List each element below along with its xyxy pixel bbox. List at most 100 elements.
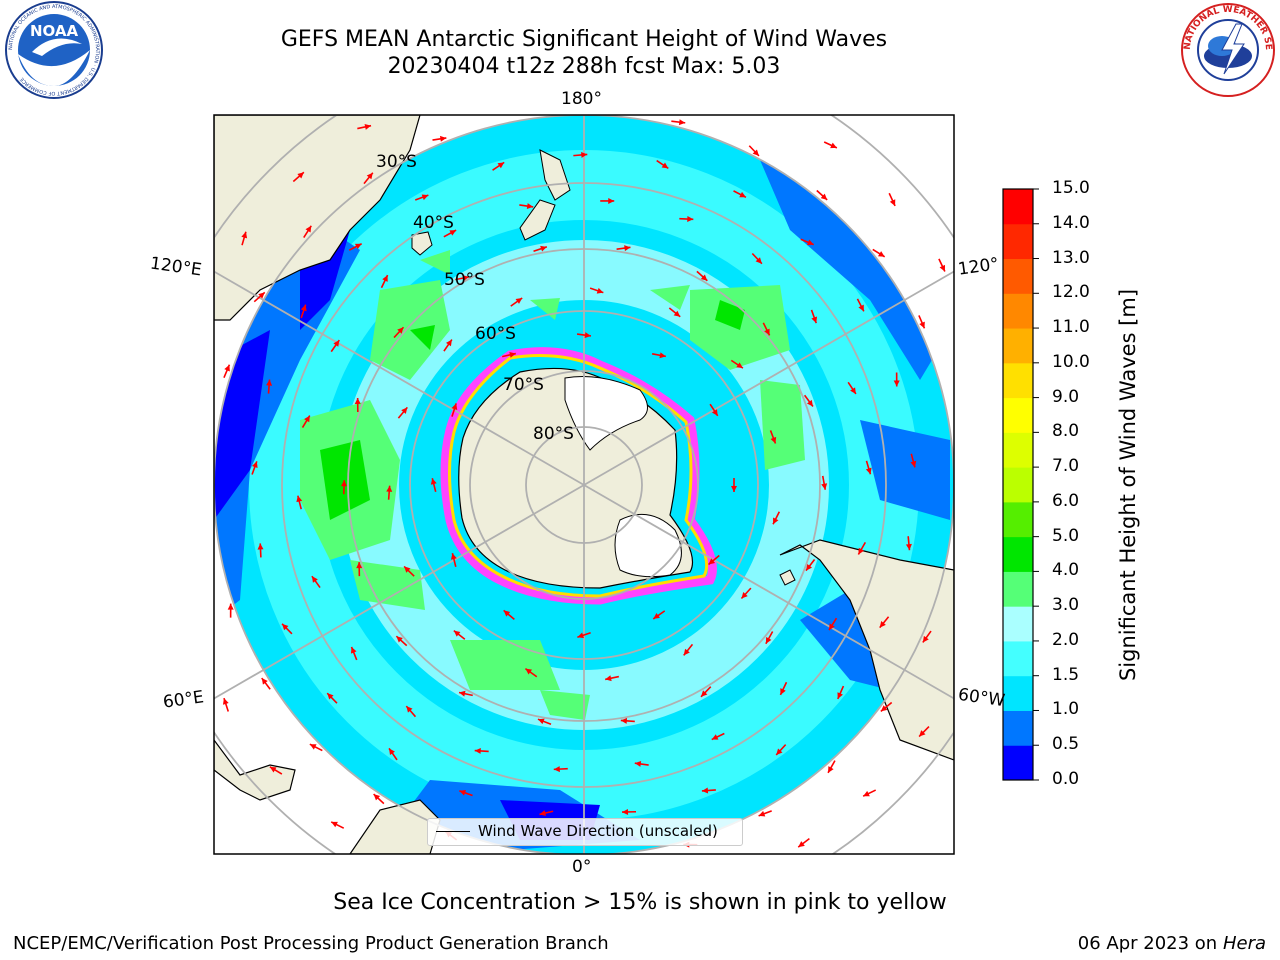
wave-arrow-head [497,162,505,169]
footer-machine: Hera [1222,933,1266,954]
wave-arrow-head [880,705,888,712]
wave-arrow-head [354,243,362,250]
wave-arrow-head [327,693,334,700]
wave-arrow-head [863,790,870,797]
wave-arrow-head [300,304,307,312]
wave-arrow-head [837,692,843,699]
wave-arrow-head [251,461,258,469]
wave-arrow-head [459,790,467,796]
footer-date-text: 06 Apr 2023 on [1077,933,1223,954]
wave-arrow-head [634,760,642,767]
wave-arrow-head [893,380,900,387]
wave-arrow-head [577,632,585,639]
wave-arrow-head [758,810,766,817]
wave-arrow-head [257,543,264,550]
wave-arrow-head [910,460,917,468]
wave-arrow-head [830,142,837,149]
wave-arrow-head [266,379,273,386]
wave-arrow-head [341,480,348,487]
wave-arrow-head [540,245,547,252]
wave-arrow-head [515,298,523,304]
wave-arrow-head [858,304,864,312]
wave-arrow-head [661,162,669,169]
colorbar-tick-label: 15.0 [1052,178,1090,198]
wave-arrow-head [446,339,452,347]
wave-arrow-head [700,274,708,281]
lat-label-40s: 40°S [413,213,454,233]
colorbar-tick-label: 2.0 [1052,629,1080,650]
wave-arrow-head [776,748,783,755]
wave-arrow-head [624,245,631,252]
land-australia [214,115,421,321]
wave-arrow-head [451,403,458,410]
colorbar-segment [1003,536,1033,572]
wave-arrow-head [889,199,896,206]
noaa-logo-text: NOAA [30,22,79,40]
colorbar-label: Significant Height of Wind Waves [m] [1116,288,1140,682]
wave-arrow-head [821,483,828,490]
colorbar-tick-label: 6.0 [1052,490,1080,511]
wave-arrow-head [356,562,363,569]
colorbar-segment [1003,710,1033,746]
colorbar-segment [1003,606,1033,642]
wave-arrow-head [449,230,457,236]
wave-arrow-head [222,698,229,705]
colorbar-segment [1003,258,1033,294]
colorbar-tick-label: 1.0 [1052,699,1080,720]
colorbar-tick-label: 9.0 [1052,386,1080,407]
lat-label-30s: 30°S [376,152,417,172]
sea-ice-edge [440,347,717,605]
wave-arrow-head [701,787,709,794]
ice-shelf-ross [564,376,648,451]
wind-wave-vectors [222,119,946,848]
wave-arrow-head [919,321,925,329]
wave-arrow-head [537,718,545,725]
wave-arrow-head [708,558,716,565]
wave-arrow-head [509,351,516,358]
wave-arrow-head [683,648,690,656]
wave-arrow-head [282,623,289,631]
legend-text: Wind Wave Direction (unscaled) [478,822,718,840]
colorbar-segment [1003,675,1033,711]
colorbar-segment [1003,501,1033,538]
colorbar-tick-label: 0.5 [1052,734,1080,755]
wave-arrow-head [711,734,719,740]
colorbar-tick-label: 10.0 [1052,351,1090,372]
colorbar-tick-label: 3.0 [1052,595,1080,616]
wave-arrow-head [333,340,340,347]
wave-arrow-head [739,191,746,198]
wave-arrow-head [879,621,886,628]
lon-label-0: 0° [572,857,592,877]
colorbar-segment [1003,397,1033,433]
wave-arrow-head [736,362,743,369]
colorbar-segment [1003,640,1033,677]
ice-shelf-weddell [614,513,682,578]
wave-arrow-head [653,613,660,619]
wave-arrow-head [711,409,718,416]
wave-arrow-head [396,636,403,643]
wave-arrow-head [755,257,762,264]
wave-arrow-head [450,553,457,560]
wave-arrow-head [608,197,615,204]
wave-arrow-head [474,747,481,754]
colorbar-tick-label: 7.0 [1052,456,1080,477]
wave-arrow-head [305,225,312,233]
wave-arrow-head [922,635,929,643]
wave-arrow-head [741,592,748,599]
wave-arrow-head [350,646,357,654]
wave-arrow-head [453,630,461,637]
wave-arrow-head [430,478,437,485]
lat-label-80s: 80°S [533,424,574,444]
wave-arrow-head [373,794,381,801]
wave-arrow-head [820,193,828,200]
lat-label-70s: 70°S [503,375,544,395]
colorbar-segment [1003,223,1033,260]
wave-arrow-head [261,678,268,685]
wave-arrow-head [850,387,856,394]
wave-arrow-head [311,576,318,583]
colorbar-tick-label: 1.5 [1052,664,1080,685]
map-frame [213,114,955,855]
wave-arrow-head [382,275,388,282]
wave-arrow-head [304,415,310,423]
